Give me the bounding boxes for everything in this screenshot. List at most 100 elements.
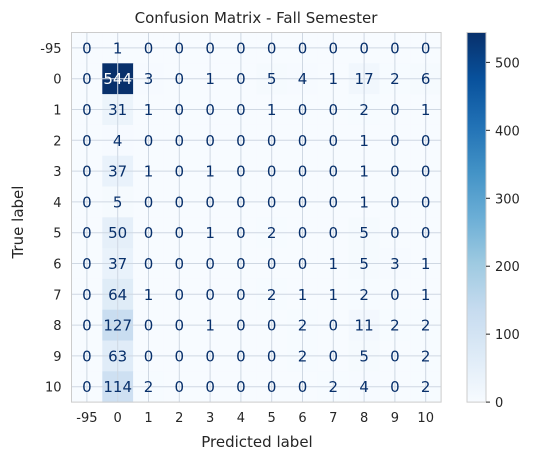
colorbar-tick-label: 300	[495, 192, 520, 207]
cell-value: 0	[236, 286, 246, 304]
cell-value: 2	[390, 70, 400, 88]
cell-value: 0	[205, 39, 215, 57]
cell-value: 0	[175, 101, 185, 119]
cell-value: 1	[359, 132, 369, 150]
x-tick-label: 1	[144, 411, 152, 426]
x-axis-label: Predicted label	[201, 433, 312, 451]
cell-value: 0	[175, 163, 185, 181]
gridlines	[71, 32, 442, 403]
cell-value: 0	[175, 39, 185, 57]
colorbar-tick-label: 500	[495, 56, 520, 71]
cell-value: 0	[267, 39, 277, 57]
cell-value: 0	[175, 193, 185, 211]
cell-value: 2	[298, 347, 308, 365]
cell-value: 0	[82, 193, 92, 211]
cell-value: 1	[329, 286, 339, 304]
cell-value: 17	[355, 70, 374, 88]
cell-value: 1	[144, 163, 154, 181]
cell-value: 0	[205, 255, 215, 273]
cell-value: 544	[103, 70, 132, 88]
cell-value: 1	[421, 286, 431, 304]
cell-value: 0	[329, 101, 339, 119]
cell-value: 3	[390, 255, 400, 273]
cell-value: 2	[421, 347, 431, 365]
cell-value: 0	[390, 378, 400, 396]
cell-value: 0	[205, 378, 215, 396]
cell-value: 1	[205, 163, 215, 181]
cell-value: 0	[205, 101, 215, 119]
cell-value: 1	[205, 70, 215, 88]
cell-value: 31	[108, 101, 127, 119]
x-tick-labels: -95 0 1 2 3 4 5 6 7 8 9 10	[76, 411, 434, 426]
cell-value: 0	[390, 286, 400, 304]
cell-value: 0	[144, 347, 154, 365]
cell-value: 2	[267, 286, 277, 304]
cell-value: 0	[144, 193, 154, 211]
cell-value: 0	[205, 286, 215, 304]
cell-value: 0	[236, 317, 246, 335]
cell-value: 0	[205, 347, 215, 365]
colorbar-tick-label: 0	[495, 396, 503, 411]
cell-value: 0	[298, 378, 308, 396]
cell-value: 0	[82, 70, 92, 88]
colorbar-tick-label: 400	[495, 124, 520, 139]
cell-value: 0	[390, 347, 400, 365]
cell-value: 1	[421, 255, 431, 273]
x-tick-label: 10	[417, 411, 434, 426]
cell-value: 0	[298, 163, 308, 181]
cell-value: 0	[144, 317, 154, 335]
cell-value: 0	[298, 193, 308, 211]
cell-value: 1	[421, 101, 431, 119]
cell-value: 0	[329, 224, 339, 242]
cell-value: 6	[421, 70, 431, 88]
cell-value: 0	[82, 347, 92, 365]
cell-value: 4	[359, 378, 369, 396]
cell-value: 0	[390, 101, 400, 119]
cell-values: 0 1 0 0 0 0 0 0 0 0 0 00 544 3 0 1 0 5 4 1 17 2 60 31 1 0 0 0 1 0 0 2 0 1…	[82, 39, 430, 396]
cell-value: 5	[359, 255, 369, 273]
cell-value: 0	[421, 193, 431, 211]
cell-value: 0	[421, 163, 431, 181]
cell-value: 1	[267, 101, 277, 119]
cell-value: 0	[390, 39, 400, 57]
cell-value: 0	[236, 378, 246, 396]
cell-value: 0	[329, 193, 339, 211]
cell-value: 1	[144, 286, 154, 304]
cell-value: 0	[82, 132, 92, 150]
cell-value: 0	[175, 286, 185, 304]
cell-value: 0	[329, 163, 339, 181]
cell-value: 3	[144, 70, 154, 88]
cell-value: 0	[175, 224, 185, 242]
x-tick-label: 6	[298, 411, 306, 426]
cell-value: 0	[144, 255, 154, 273]
plot-frame	[71, 32, 442, 403]
cell-value: 0	[175, 378, 185, 396]
cell-value: 0	[329, 39, 339, 57]
cell-value: 0	[390, 224, 400, 242]
x-tick-label: 3	[206, 411, 214, 426]
cell-value: 0	[421, 39, 431, 57]
cell-value: 0	[421, 132, 431, 150]
y-tick-label: 5	[53, 227, 61, 242]
cell-value: 2	[359, 101, 369, 119]
cell-value: 2	[359, 286, 369, 304]
cell-value: 0	[298, 255, 308, 273]
y-tick-label: 1	[53, 104, 61, 119]
cell-value: 0	[359, 39, 369, 57]
cell-value: 1	[205, 224, 215, 242]
cell-value: 0	[236, 101, 246, 119]
cell-value: 1	[144, 101, 154, 119]
cell-value: 63	[108, 347, 127, 365]
cell-value: 2	[421, 378, 431, 396]
cell-value: 0	[298, 39, 308, 57]
x-tick-label: 5	[268, 411, 276, 426]
cell-value: 0	[267, 317, 277, 335]
y-tick-label: -95	[40, 42, 61, 57]
cell-value: 0	[236, 132, 246, 150]
cell-value: 0	[205, 132, 215, 150]
x-tick-label: 4	[237, 411, 245, 426]
cell-value: 0	[82, 39, 92, 57]
x-tick-label: 9	[391, 411, 399, 426]
cell-value: 114	[103, 378, 132, 396]
